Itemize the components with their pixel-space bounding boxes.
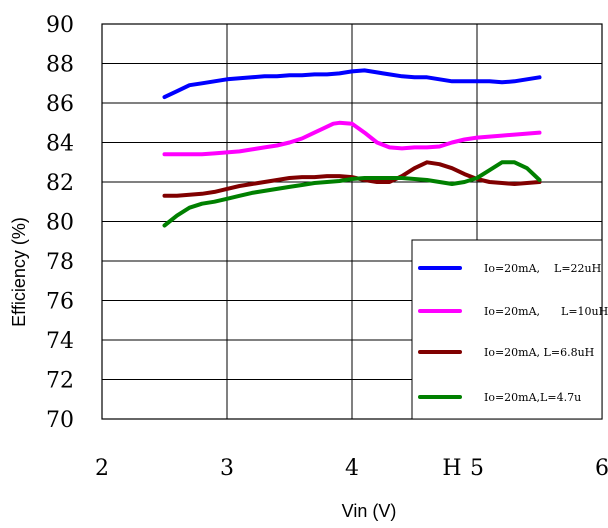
x-tick-label: 3 xyxy=(220,456,234,481)
series-line-1 xyxy=(162,68,542,100)
x-tick-labels: 2 3 4 5 6 xyxy=(95,456,608,481)
y-tick-label: 80 xyxy=(46,211,74,236)
legend: Io=20mA, L=22uH Io=20mA, L=10uH Io=20mA, L… xyxy=(411,239,608,420)
y-tick-label: 72 xyxy=(46,369,74,394)
y-axis-label: Efficiency (%) xyxy=(9,217,29,327)
legend-label-1: Io=20mA, L=22uH xyxy=(484,262,601,275)
plot-frame xyxy=(101,23,603,420)
y-tick-label: 88 xyxy=(46,53,74,78)
legend-label-3: Io=20mA, L=6.8uH xyxy=(484,346,594,359)
series-line-2 xyxy=(162,120,542,157)
legend-label-2: Io=20mA, L=10uH xyxy=(484,305,608,318)
y-tick-label: 70 xyxy=(46,408,74,433)
x-tick-label: 2 xyxy=(95,456,109,481)
series-line-4 xyxy=(162,160,542,228)
series-lines xyxy=(162,68,542,228)
y-tick-label: 82 xyxy=(46,171,74,196)
y-tick-label: 84 xyxy=(46,132,74,157)
y-tick-label: 86 xyxy=(46,92,74,117)
stray-h-label: H xyxy=(442,456,461,481)
y-tick-label: 74 xyxy=(46,329,74,354)
x-tick-label: 6 xyxy=(595,456,608,481)
y-tick-label: 76 xyxy=(46,290,74,315)
x-tick-label: 5 xyxy=(470,456,484,481)
x-tick-label: 4 xyxy=(345,456,359,481)
y-tick-label: 78 xyxy=(46,250,74,275)
y-tick-label: 90 xyxy=(46,13,74,38)
legend-label-4: Io=20mA,L=4.7u xyxy=(484,391,581,404)
x-axis-label: Vin (V) xyxy=(342,501,397,521)
y-tick-labels: 70 72 74 76 78 80 82 84 86 88 90 xyxy=(46,13,74,433)
